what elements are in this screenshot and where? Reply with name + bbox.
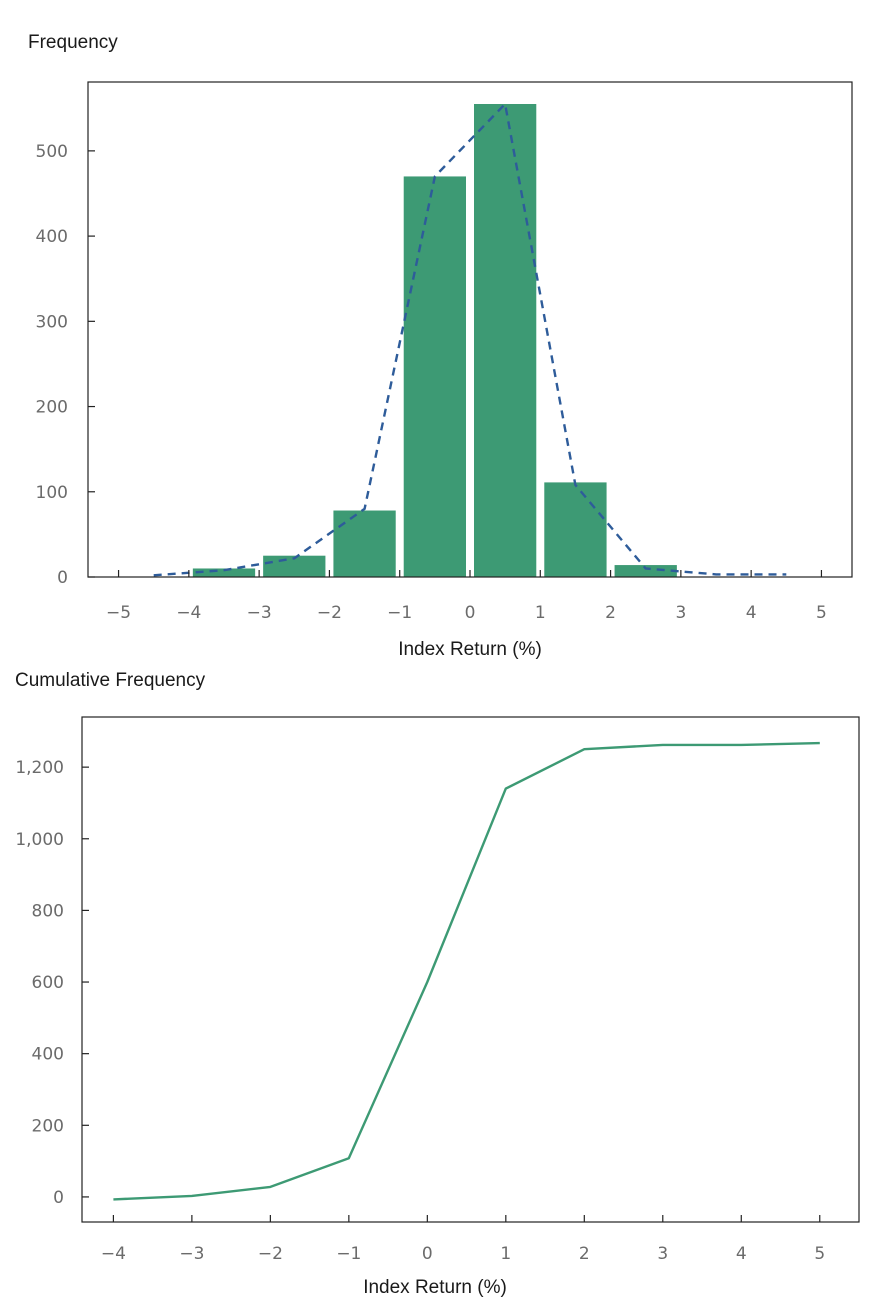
chart1-x-tick-label: 0 bbox=[465, 603, 476, 623]
chart1-bar-3 bbox=[333, 510, 396, 577]
chart1-x-tick-label: 5 bbox=[816, 603, 827, 623]
chart1-x-tick-label: 1 bbox=[535, 603, 546, 623]
frequency-histogram: Frequency 0 100 200 300 400 500 −5 −4 −3 −2 −1 0 1 2… bbox=[28, 32, 853, 660]
chart2-y-axis: 0 200 400 600 800 1,000 1,200 bbox=[15, 758, 89, 1208]
chart1-x-tick-label: −5 bbox=[106, 603, 131, 623]
chart1-bar-6 bbox=[544, 482, 607, 577]
chart2-x-axis: −4 −3 −2 −1 0 1 2 3 4 5 bbox=[101, 1215, 825, 1264]
chart1-bar-5 bbox=[474, 104, 537, 577]
chart1-x-tick-label: 2 bbox=[605, 603, 616, 623]
chart1-bars bbox=[192, 104, 677, 577]
chart2-x-tick-label: −4 bbox=[101, 1244, 126, 1264]
chart1-bar-2 bbox=[263, 555, 326, 577]
chart1-plot-frame bbox=[87, 81, 853, 578]
chart1-bar-1 bbox=[192, 568, 256, 577]
chart1-x-tick-label: −4 bbox=[176, 603, 201, 623]
chart2-x-tick-label: 2 bbox=[579, 1244, 590, 1264]
chart1-x-tick-label: 4 bbox=[746, 603, 757, 623]
chart2-y-tick-label: 800 bbox=[32, 901, 64, 921]
chart1-y-tick-label: 400 bbox=[36, 227, 68, 247]
chart1-bar-7 bbox=[614, 565, 677, 577]
cumulative-frequency-chart: Cumulative Frequency 0 200 400 600 800 1,000 1… bbox=[15, 670, 860, 1298]
chart2-y-tick-label: 600 bbox=[32, 973, 64, 993]
chart2-x-tick-label: 5 bbox=[814, 1244, 825, 1264]
chart1-x-tick-label: −1 bbox=[387, 603, 412, 623]
chart1-x-tick-label: −3 bbox=[247, 603, 272, 623]
chart2-ylabel: Cumulative Frequency bbox=[15, 670, 206, 691]
chart1-bar-4 bbox=[403, 176, 466, 577]
chart1-x-axis: −5 −4 −3 −2 −1 0 1 2 3 4 5 bbox=[106, 570, 827, 623]
chart2-y-tick-label: 1,200 bbox=[15, 758, 64, 778]
chart1-x-tick-label: 3 bbox=[675, 603, 686, 623]
chart1-xlabel: Index Return (%) bbox=[398, 639, 542, 660]
chart2-x-tick-label: 4 bbox=[736, 1244, 747, 1264]
chart2-xlabel: Index Return (%) bbox=[363, 1277, 507, 1298]
chart2-x-tick-label: −1 bbox=[336, 1244, 361, 1264]
chart1-y-tick-label: 300 bbox=[36, 312, 68, 332]
chart1-y-tick-label: 100 bbox=[36, 483, 68, 503]
chart2-y-tick-label: 0 bbox=[53, 1188, 64, 1208]
chart2-x-tick-label: −2 bbox=[258, 1244, 283, 1264]
chart2-plot-frame bbox=[81, 716, 860, 1223]
chart1-y-axis: 0 100 200 300 400 500 bbox=[36, 142, 95, 588]
chart2-x-tick-label: 3 bbox=[657, 1244, 668, 1264]
chart2-x-tick-label: 0 bbox=[422, 1244, 433, 1264]
chart2-y-tick-label: 1,000 bbox=[15, 830, 64, 850]
chart1-ylabel: Frequency bbox=[28, 32, 118, 53]
chart1-x-tick-label: −2 bbox=[317, 603, 342, 623]
chart1-frequency-polygon bbox=[153, 101, 787, 577]
chart2-y-tick-label: 400 bbox=[32, 1045, 64, 1065]
chart1-y-tick-label: 200 bbox=[36, 398, 68, 418]
chart2-cumulative-line bbox=[113, 741, 820, 1201]
chart2-x-tick-label: −3 bbox=[179, 1244, 204, 1264]
chart1-y-tick-label: 0 bbox=[57, 568, 68, 588]
chart1-y-tick-label: 500 bbox=[36, 142, 68, 162]
chart2-y-tick-label: 200 bbox=[32, 1116, 64, 1136]
chart2-x-tick-label: 1 bbox=[500, 1244, 511, 1264]
